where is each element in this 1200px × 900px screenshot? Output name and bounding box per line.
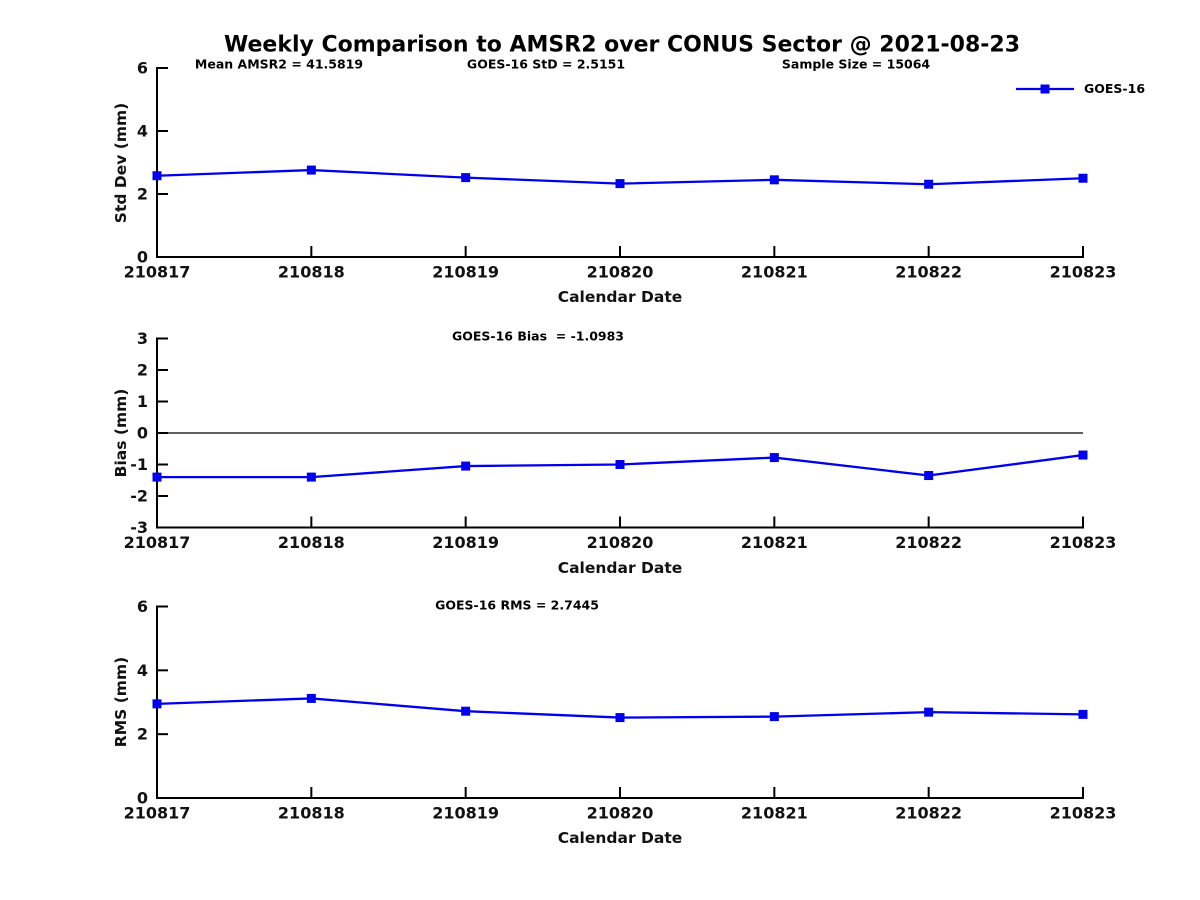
data-point-marker bbox=[152, 472, 162, 482]
data-point-marker bbox=[152, 171, 162, 181]
annotation-goes16-std: GOES-16 StD = 2.5151 bbox=[466, 56, 626, 72]
y-tick-label: -1 bbox=[130, 455, 148, 474]
data-point-marker bbox=[924, 707, 934, 717]
xlabel-calendar-date-2: Calendar Date bbox=[557, 559, 683, 577]
x-tick-label: 210821 bbox=[741, 263, 808, 282]
data-point-marker bbox=[461, 706, 471, 716]
data-point-marker bbox=[306, 693, 316, 703]
data-point-marker bbox=[152, 699, 162, 709]
x-tick-label: 210820 bbox=[587, 263, 654, 282]
x-tick-label: 210823 bbox=[1050, 533, 1117, 552]
y-tick-label: 3 bbox=[137, 329, 148, 348]
x-tick-label: 210820 bbox=[587, 533, 654, 552]
x-tick-label: 210817 bbox=[124, 804, 191, 823]
annotation-goes16-bias: GOES-16 Bias = -1.0983 bbox=[451, 328, 625, 344]
x-tick-label: 210822 bbox=[895, 804, 962, 823]
data-point-marker bbox=[615, 460, 625, 469]
data-point-marker bbox=[1078, 173, 1088, 183]
annotation-goes16-rms: GOES-16 RMS = 2.7445 bbox=[435, 597, 599, 613]
x-tick-label: 210819 bbox=[432, 804, 499, 823]
x-tick-label: 210817 bbox=[124, 263, 191, 282]
legend-line-icon bbox=[1016, 84, 1074, 93]
y-tick-label: 6 bbox=[137, 597, 148, 616]
xlabel-calendar-date-3: Calendar Date bbox=[557, 829, 683, 847]
data-point-marker bbox=[461, 173, 471, 183]
x-tick-label: 210823 bbox=[1050, 804, 1117, 823]
data-point-marker bbox=[615, 713, 625, 723]
y-tick-label: 4 bbox=[137, 661, 148, 680]
x-tick-label: 210819 bbox=[432, 263, 499, 282]
y-tick-label: 2 bbox=[137, 185, 148, 204]
ylabel-rms: RMS (mm) bbox=[112, 656, 130, 748]
data-point-marker bbox=[306, 472, 316, 482]
subplot-bias: -3 -2 -1 0 1 2 3 210817 210818 210819 210820 210821… bbox=[124, 329, 1117, 552]
x-tick-label: 210818 bbox=[278, 804, 345, 823]
x-tick-label: 210821 bbox=[741, 533, 808, 552]
data-point-marker bbox=[1078, 709, 1088, 719]
xlabel-calendar-date-1: Calendar Date bbox=[557, 288, 683, 306]
legend: GOES-16 bbox=[1014, 81, 1145, 96]
y-tick-label: -2 bbox=[130, 487, 148, 506]
x-tick-label: 210822 bbox=[895, 533, 962, 552]
x-tick-label: 210820 bbox=[587, 804, 654, 823]
y-tick-label: 0 bbox=[137, 248, 148, 267]
subplot-std-dev: 0 2 4 6 210817 210818 210819 210820 210821 210822… bbox=[124, 59, 1117, 282]
figure-title: Weekly Comparison to AMSR2 over CONUS Se… bbox=[224, 32, 1020, 58]
x-tick-label: 210817 bbox=[124, 533, 191, 552]
y-tick-label: -3 bbox=[130, 518, 148, 537]
data-point-marker bbox=[769, 712, 779, 722]
legend-label: GOES-16 bbox=[1084, 81, 1146, 96]
data-point-marker bbox=[306, 165, 316, 175]
x-tick-label: 210822 bbox=[895, 263, 962, 282]
y-tick-label: 2 bbox=[137, 725, 148, 744]
ylabel-std-dev: Std Dev (mm) bbox=[112, 102, 130, 224]
annotation-sample-size: Sample Size = 15064 bbox=[781, 56, 931, 72]
x-tick-label: 210821 bbox=[741, 804, 808, 823]
data-point-marker bbox=[924, 471, 934, 481]
y-tick-label: 2 bbox=[137, 361, 148, 380]
y-tick-label: 1 bbox=[137, 392, 148, 411]
y-tick-label: 6 bbox=[137, 59, 148, 78]
annotation-mean-amsr2: Mean AMSR2 = 41.5819 bbox=[194, 56, 364, 72]
data-point-marker bbox=[769, 175, 779, 185]
x-tick-label: 210818 bbox=[278, 533, 345, 552]
data-point-marker bbox=[461, 461, 471, 471]
data-point-marker bbox=[1078, 450, 1088, 460]
ylabel-bias: Bias (mm) bbox=[112, 388, 130, 478]
y-tick-label: 0 bbox=[137, 789, 148, 808]
data-point-marker bbox=[615, 179, 625, 189]
subplot-rms: 0 2 4 6 210817 210818 210819 210820 210821 210822… bbox=[124, 597, 1117, 823]
data-point-marker bbox=[769, 453, 779, 463]
x-tick-label: 210819 bbox=[432, 533, 499, 552]
y-tick-label: 0 bbox=[137, 424, 148, 443]
y-tick-label: 4 bbox=[137, 122, 148, 141]
x-tick-label: 210823 bbox=[1050, 263, 1117, 282]
data-point-marker bbox=[924, 179, 934, 189]
x-tick-label: 210818 bbox=[278, 263, 345, 282]
